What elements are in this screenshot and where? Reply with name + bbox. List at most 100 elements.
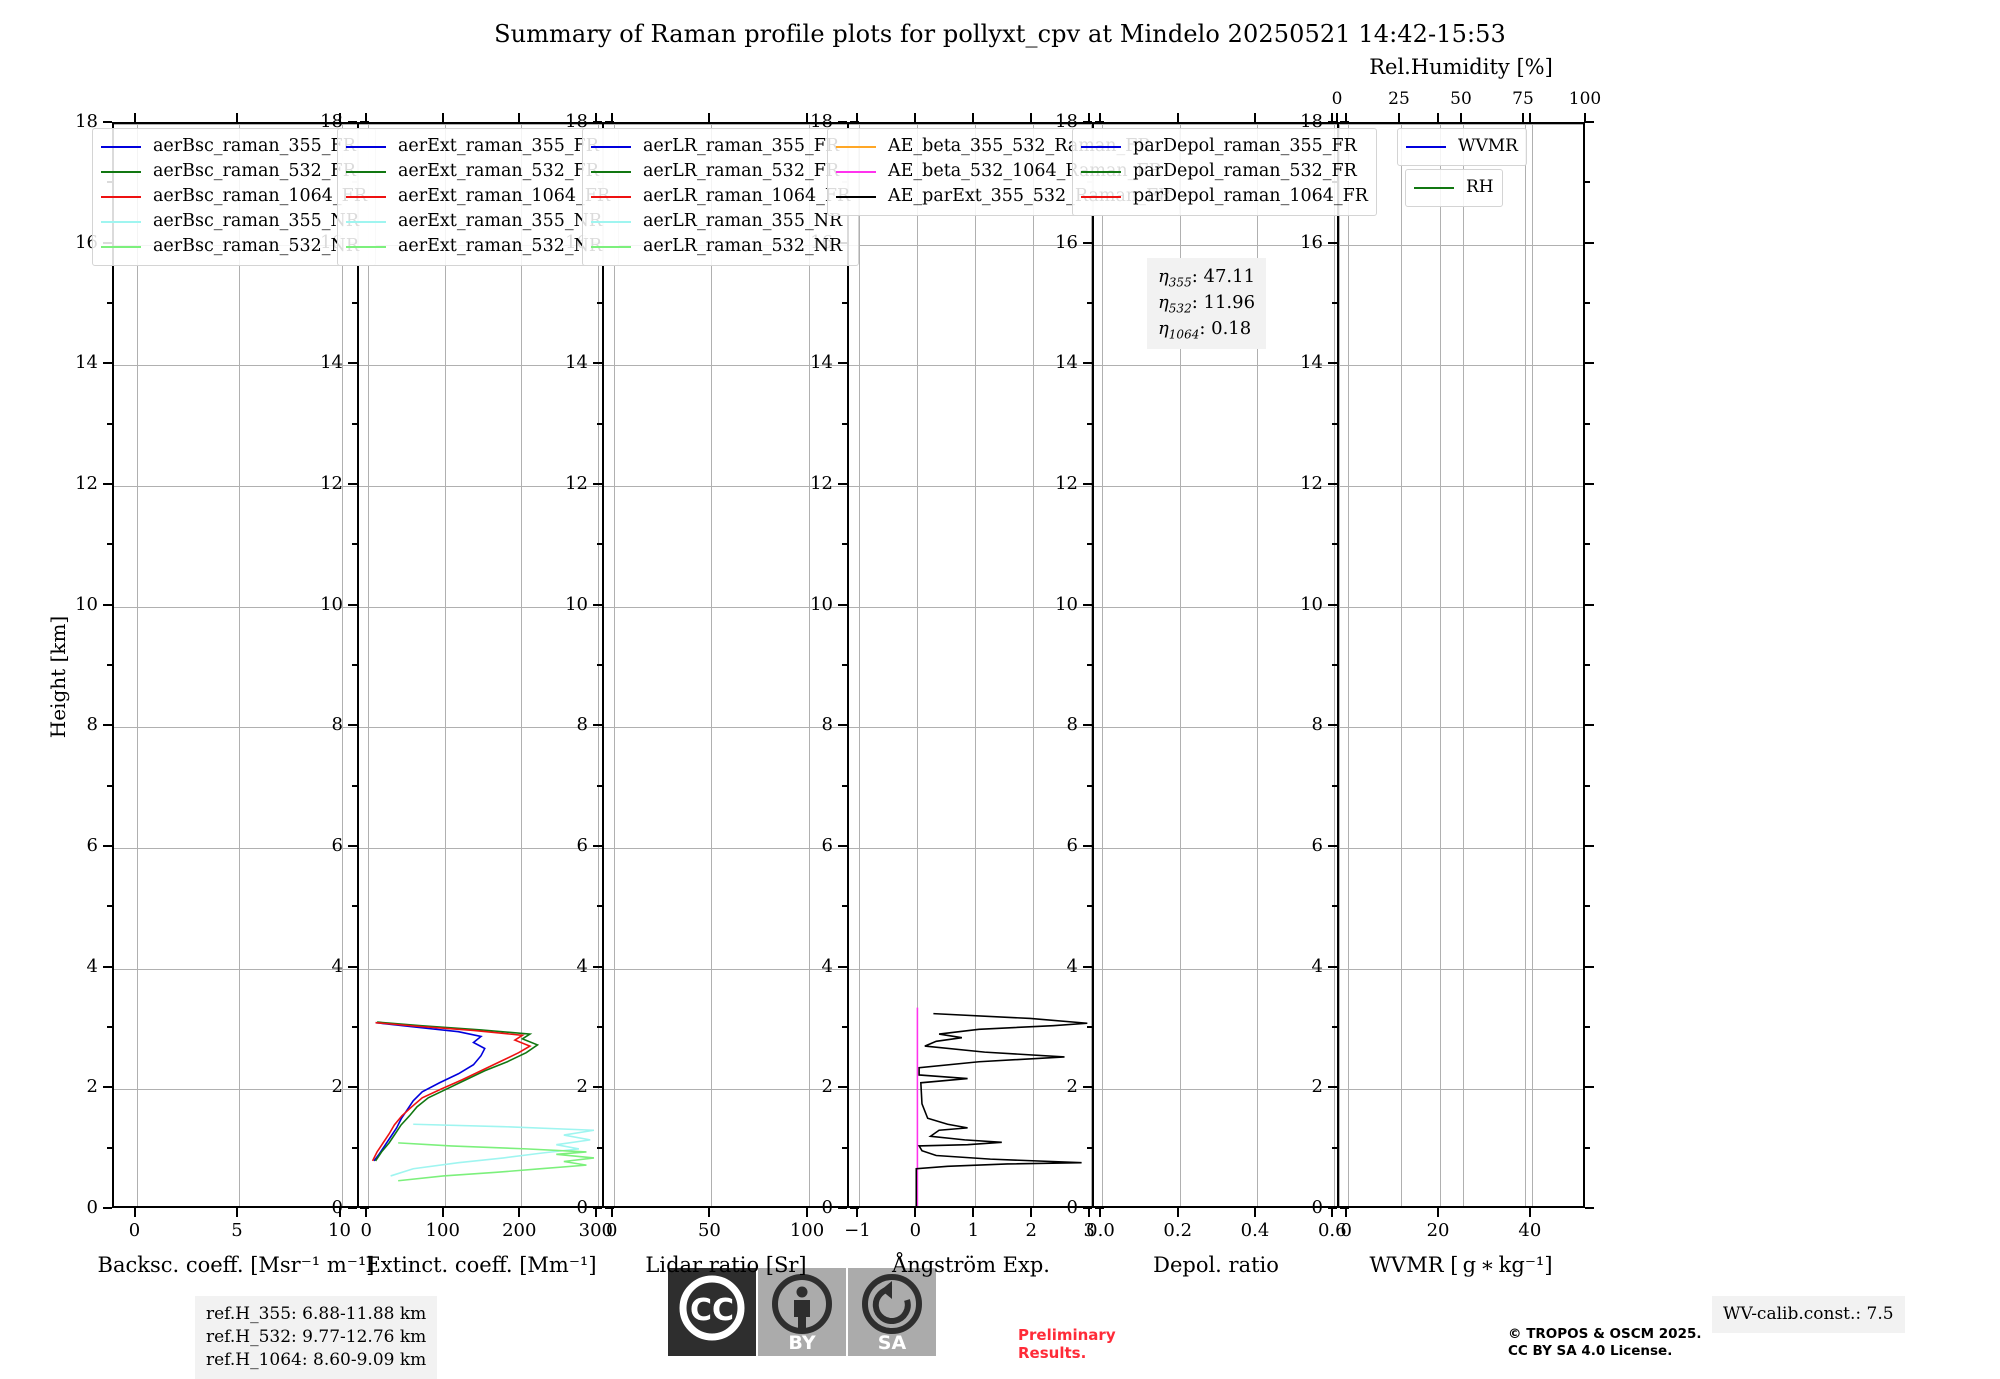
y-tick (348, 724, 357, 727)
x-tick (338, 113, 341, 122)
series-line (371, 1021, 532, 1162)
x-axis-title-lidar-ratio: Lidar ratio [Sr] (645, 1253, 807, 1277)
y-tick-minor (597, 302, 602, 304)
x-tick-label: 0 (128, 1220, 141, 1241)
y-tick (1585, 121, 1594, 123)
copyright-credits: © TROPOS & OSCM 2025. CC BY SA 4.0 Licens… (1508, 1326, 1702, 1360)
y-tick (360, 1207, 369, 1209)
y-tick-label: 0 (821, 1197, 833, 1218)
x-tick-label: 0 (606, 1220, 618, 1241)
x-tick (856, 1208, 859, 1217)
legend-color-swatch (836, 145, 876, 148)
legend-item: aerExt_raman_1064_FR (346, 184, 610, 209)
legend-color-swatch (836, 170, 876, 173)
x-tick (365, 113, 368, 122)
x-tick-label: 0 (909, 1220, 922, 1241)
y-tick (1083, 1207, 1092, 1209)
x-tick (1176, 1208, 1179, 1217)
x-tick (610, 1208, 613, 1217)
y-tick-label: 6 (576, 835, 588, 856)
x-tick (610, 113, 613, 122)
y-tick (1585, 1207, 1594, 1209)
y-tick-minor (842, 422, 847, 425)
y-tick-label: 0 (331, 1197, 343, 1218)
x-tick (806, 1208, 809, 1217)
legend-color-swatch (346, 220, 386, 223)
gridline-vertical (1531, 124, 1533, 1206)
svg-text:CC: CC (690, 1293, 734, 1328)
plot-area-angstrom (847, 122, 1095, 1208)
series-line (390, 1123, 595, 1177)
y-tick (1083, 1086, 1092, 1089)
y-tick (348, 845, 357, 847)
y-tick-label: 8 (331, 714, 343, 736)
y-tick (593, 724, 602, 727)
legend-color-swatch (591, 145, 631, 148)
x-tick-label: 0 (1340, 1220, 1352, 1241)
y-tick-label: 6 (86, 835, 98, 856)
y-tick-label: 4 (331, 955, 343, 977)
x-tick (594, 1208, 597, 1217)
y-tick (348, 362, 357, 365)
y-tick-minor (352, 1146, 357, 1149)
legend-lidar-ratio[interactable]: aerLR_raman_355_FR aerLR_raman_532_FR aerL… (582, 128, 860, 266)
x-tick (518, 1208, 521, 1217)
page-title: Summary of Raman profile plots for polly… (494, 20, 1506, 48)
y-tick-minor (107, 784, 112, 787)
y-tick (838, 121, 847, 123)
gridline-horizontal (1339, 365, 1583, 367)
y-tick-minor (1585, 1146, 1590, 1149)
x-tick-label: 5 (231, 1220, 243, 1241)
gridline-vertical (1179, 124, 1181, 1206)
x-tick (338, 1208, 341, 1217)
y-tick-label: 4 (86, 955, 98, 977)
x-tick (1099, 1208, 1102, 1217)
gridline-vertical (975, 124, 977, 1206)
gridline-horizontal (1339, 606, 1583, 608)
y-tick-label: 12 (810, 473, 833, 494)
gridline-horizontal (1094, 365, 1338, 367)
y-tick (103, 1086, 112, 1089)
legend-color-swatch (101, 220, 141, 223)
ref-height-line: ref.H_1064: 8.60-9.09 km (206, 1349, 427, 1370)
gridline-horizontal (114, 968, 358, 970)
y-tick-minor (352, 302, 357, 304)
legend-color-swatch (101, 195, 141, 198)
gridline-horizontal (604, 1089, 848, 1091)
gridline-horizontal (604, 848, 848, 849)
gridline-horizontal (604, 968, 848, 970)
eta-line: η532: 11.96 (1158, 291, 1255, 317)
y-tick-label: 0 (576, 1197, 588, 1218)
legend-extinction[interactable]: aerExt_raman_355_FR aerExt_raman_532_FR ae… (337, 128, 620, 266)
legend-label: aerExt_raman_355_NR (398, 211, 603, 232)
cc-license-badge[interactable]: CC BY SA (668, 1268, 936, 1356)
x-axis-title-extinction: Extinct. coeff. [Mm⁻¹] (365, 1253, 597, 1277)
gridline-horizontal (1094, 968, 1338, 970)
y-tick-minor (1087, 1146, 1092, 1149)
y-tick-label: 6 (1311, 835, 1323, 856)
wv-calib-annotation: WV-calib.const.: 7.5 (1712, 1296, 1905, 1333)
y-tick-minor (597, 664, 602, 666)
y-tick (1585, 845, 1594, 847)
x-tick (1345, 1208, 1348, 1217)
y-tick (1083, 483, 1092, 485)
y-tick (103, 362, 112, 365)
legend-depol-ratio[interactable]: parDepol_raman_355_FR parDepol_raman_532_… (1072, 128, 1377, 216)
y-tick (1083, 121, 1092, 123)
y-tick (348, 965, 357, 968)
x-tick-top (1522, 113, 1524, 122)
gridline-horizontal (849, 244, 1093, 246)
legend-backscatter[interactable]: aerBsc_raman_355_FR aerBsc_raman_532_FR ae… (92, 128, 376, 266)
y-tick-minor (1585, 181, 1590, 184)
y-tick-minor (352, 905, 357, 908)
y-tick (103, 603, 112, 606)
legend-wvmr-rh[interactable]: RH (1405, 169, 1503, 207)
y-tick (1328, 483, 1337, 485)
y-tick (1585, 483, 1594, 485)
legend-label: aerBsc_raman_355_NR (153, 211, 360, 232)
gridline-vertical (444, 124, 446, 1206)
y-tick-minor (1585, 422, 1590, 425)
legend-wvmr[interactable]: WVMR (1397, 128, 1527, 166)
y-tick (1083, 603, 1092, 606)
y-tick-minor (1332, 905, 1337, 908)
